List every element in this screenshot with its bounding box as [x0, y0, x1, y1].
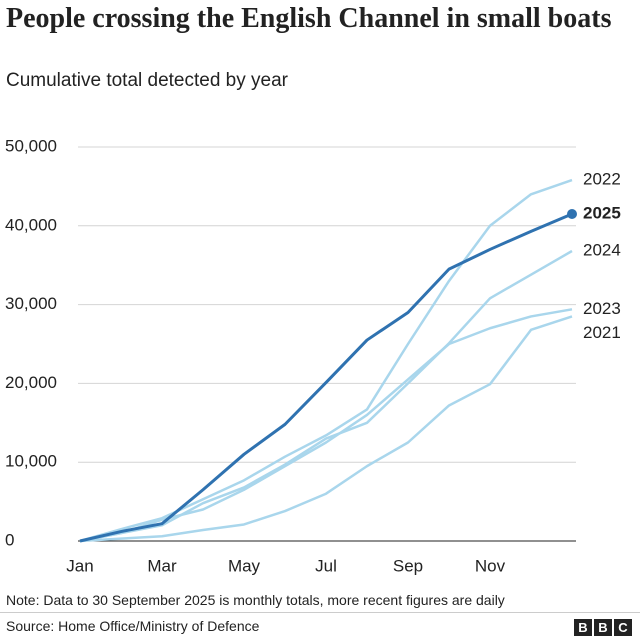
series-label: 2025	[583, 203, 621, 222]
y-tick-label: 40,000	[5, 215, 57, 234]
series-label: 2021	[583, 323, 621, 342]
end-point	[567, 208, 577, 219]
y-tick-label: 30,000	[5, 294, 57, 313]
divider	[0, 612, 640, 613]
source: Source: Home Office/Ministry of Defence	[6, 618, 260, 634]
series-label: 2023	[583, 299, 621, 318]
y-tick-label: 0	[5, 530, 14, 549]
x-tick-label: May	[228, 556, 261, 575]
y-tick-label: 50,000	[5, 136, 57, 155]
series-line	[79, 308, 573, 543]
x-tick-label: Jul	[315, 556, 337, 575]
x-tick-label: Mar	[147, 556, 177, 575]
y-tick-label: 10,000	[5, 452, 57, 471]
series-label: 2024	[583, 241, 621, 260]
y-tick-label: 20,000	[5, 373, 57, 392]
series-line	[79, 212, 573, 543]
series-line	[79, 249, 573, 543]
series-label: 2022	[583, 170, 621, 189]
chart-title: People crossing the English Channel in s…	[6, 3, 612, 34]
x-tick-label: Jan	[66, 556, 93, 575]
note: Note: Data to 30 September 2025 is month…	[6, 592, 505, 608]
chart-subtitle: Cumulative total detected by year	[6, 70, 288, 91]
x-tick-label: Nov	[475, 556, 506, 575]
x-tick-label: Sep	[393, 556, 423, 575]
series-line	[79, 315, 573, 543]
series-line	[79, 178, 573, 543]
